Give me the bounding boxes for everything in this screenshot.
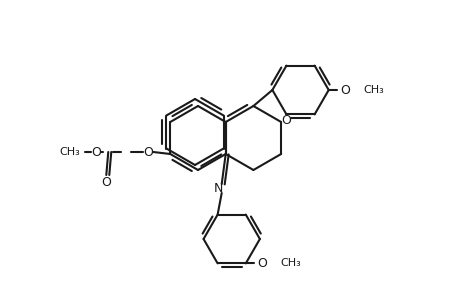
Text: O: O [101, 176, 111, 188]
Text: CH₃: CH₃ [363, 85, 384, 95]
Text: CH₃: CH₃ [280, 258, 301, 268]
Text: O: O [280, 113, 291, 127]
Text: N: N [213, 182, 223, 196]
Text: O: O [339, 83, 349, 97]
Text: CH₃: CH₃ [59, 147, 80, 157]
Text: O: O [91, 146, 101, 158]
Text: O: O [143, 146, 153, 158]
Text: O: O [256, 257, 266, 270]
